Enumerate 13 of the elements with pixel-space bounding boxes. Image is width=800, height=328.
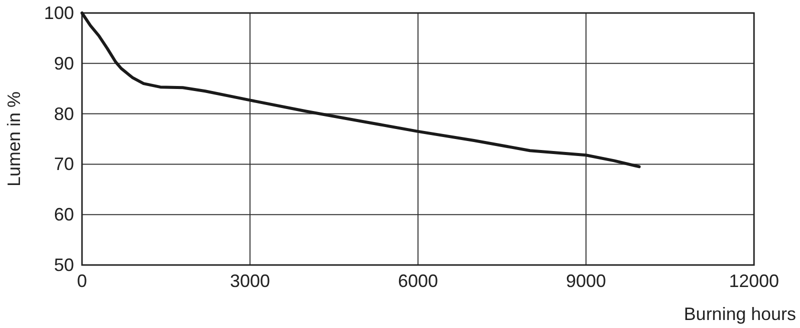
y-tick-label: 80 — [54, 104, 74, 124]
x-tick-label: 6000 — [398, 271, 438, 291]
y-tick-label: 100 — [44, 3, 74, 23]
x-tick-label: 3000 — [230, 271, 270, 291]
x-tick-label: 0 — [76, 271, 88, 291]
y-tick-label: 90 — [54, 53, 74, 74]
x-tick-label: 12000 — [728, 271, 780, 291]
x-axis-title: Burning hours — [684, 304, 796, 324]
y-tick-label: 60 — [54, 204, 74, 225]
y-tick-label: 50 — [54, 255, 74, 275]
y-axis-title: Lumen in % — [4, 91, 24, 187]
y-tick-label: 70 — [54, 154, 74, 174]
x-tick-label: 9000 — [566, 271, 606, 291]
